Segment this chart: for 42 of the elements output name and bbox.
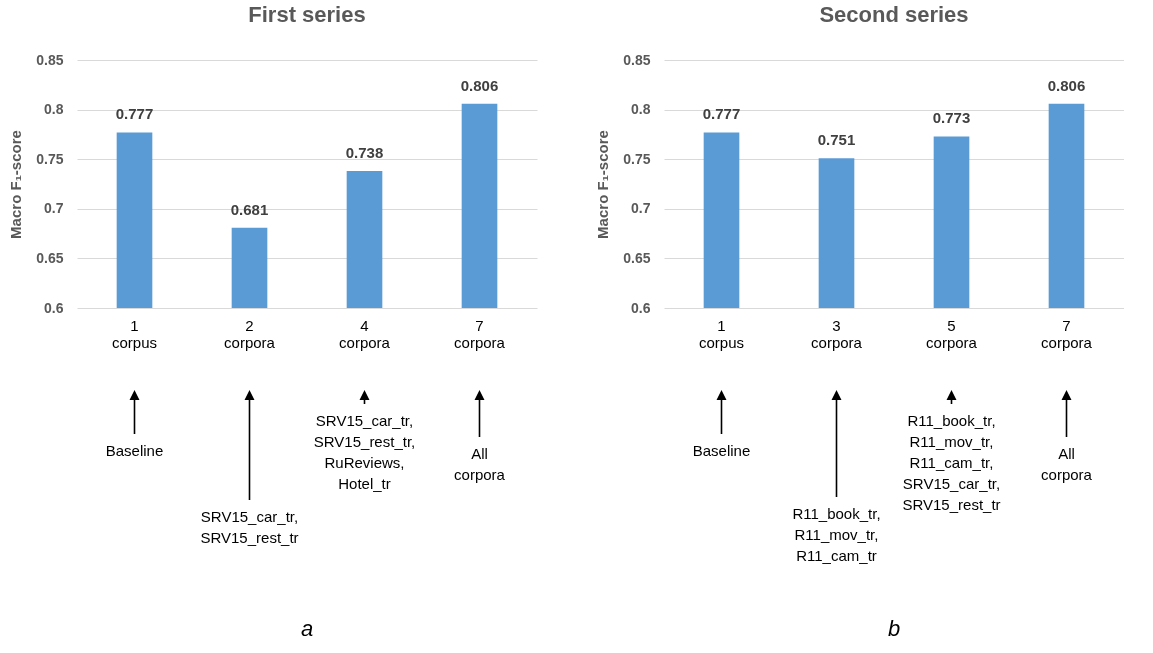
text: SRV15_car_tr, SRV15_rest_tr bbox=[200, 508, 299, 546]
y-tick-label: 0.75 bbox=[623, 150, 651, 167]
x-tick-label: 1 corpus bbox=[111, 316, 158, 351]
y-tick-label: 0.7 bbox=[44, 200, 64, 217]
y-tick-label: 0.8 bbox=[631, 101, 651, 118]
y-tick-label: 0.65 bbox=[623, 249, 651, 266]
data-label: 0.806 bbox=[460, 76, 499, 94]
chart-title: First series bbox=[248, 2, 366, 27]
y-tick-label: 0.7 bbox=[631, 200, 651, 217]
chart-title: Second series bbox=[819, 2, 969, 27]
data-label: 0.738 bbox=[345, 144, 384, 162]
text: a bbox=[300, 616, 314, 641]
y-tick-label: 0.6 bbox=[631, 299, 651, 316]
text: Baseline bbox=[692, 442, 751, 459]
text: Baseline bbox=[105, 442, 164, 459]
data-label: 0.751 bbox=[817, 131, 856, 149]
text: R11_book_tr, R11_mov_tr, R11_cam_tr, SRV15_car_tr, SRV15_rest_tr bbox=[902, 412, 1001, 513]
x-tick-label: 7 corpora bbox=[1041, 316, 1093, 351]
data-label: 0.777 bbox=[702, 105, 741, 123]
y-tick-label: 0.85 bbox=[623, 51, 651, 68]
text: b bbox=[887, 616, 901, 641]
y-tick-label: 0.6 bbox=[44, 299, 64, 316]
text: SRV15_car_tr, SRV15_rest_tr, RuReviews, Hotel_tr bbox=[313, 412, 416, 492]
x-tick-label: 7 corpora bbox=[454, 316, 506, 351]
data-label: 0.806 bbox=[1047, 76, 1086, 94]
text: R11_book_tr, R11_mov_tr, R11_cam_tr bbox=[792, 505, 881, 564]
x-tick-label: 3 corpora bbox=[811, 316, 863, 351]
data-label: 0.681 bbox=[230, 200, 269, 218]
x-tick-label: 2 corpora bbox=[224, 316, 276, 351]
text: All corpora bbox=[1041, 445, 1093, 483]
data-label: 0.777 bbox=[115, 105, 154, 123]
text: All corpora bbox=[454, 445, 506, 483]
y-axis-title: Macro F₁-score bbox=[7, 130, 25, 239]
y-tick-label: 0.65 bbox=[36, 249, 64, 266]
y-tick-label: 0.85 bbox=[36, 51, 64, 68]
x-tick-label: 4 corpora bbox=[339, 316, 391, 351]
x-tick-label: 5 corpora bbox=[926, 316, 978, 351]
x-tick-label: 1 corpus bbox=[698, 316, 745, 351]
y-axis-title: Macro F₁-score bbox=[594, 130, 612, 239]
y-tick-label: 0.8 bbox=[44, 101, 64, 118]
y-tick-label: 0.75 bbox=[36, 150, 64, 167]
data-label: 0.773 bbox=[932, 109, 971, 127]
